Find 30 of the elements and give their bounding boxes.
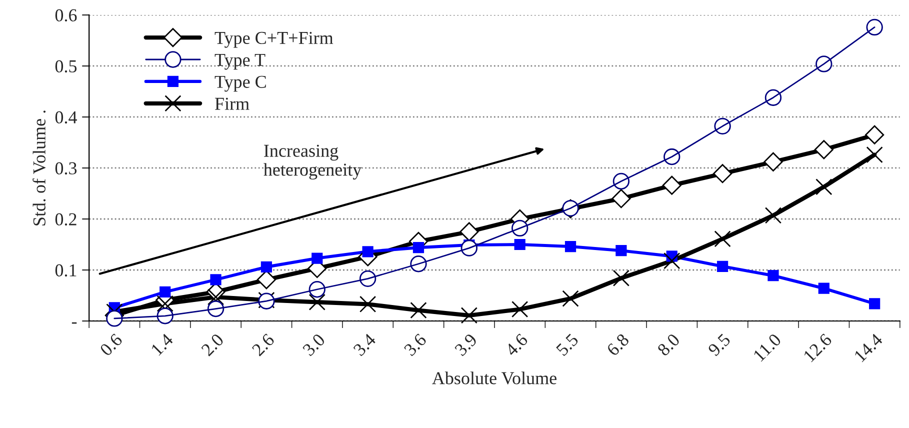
legend-label: Type C xyxy=(214,76,266,92)
x-tick-label: 3.9 xyxy=(454,333,478,356)
x-tick-label: 14.4 xyxy=(854,332,884,362)
y-tick-label: 0.3 xyxy=(55,162,77,175)
y-tick-label: - xyxy=(72,322,77,324)
annotation: Increasing heterogeneity xyxy=(264,144,362,180)
y-tick-label: 0.4 xyxy=(55,111,77,124)
y-tick-label: 0.6 xyxy=(55,9,77,22)
y-tick-label: 0.1 xyxy=(55,264,76,277)
x-tick-label: 3.6 xyxy=(404,332,428,356)
x-tick-label: 3.0 xyxy=(302,332,326,356)
x-tick-label: 12.6 xyxy=(803,332,833,362)
y-axis-title: Std. of Volume . xyxy=(32,110,46,226)
x-tick-label: 2.0 xyxy=(200,332,224,357)
x-tick-label: 4.6 xyxy=(504,332,528,357)
x-tick-label: 1.4 xyxy=(150,332,174,356)
x-tick-label: 8.0 xyxy=(656,332,680,357)
x-tick-label: 5.5 xyxy=(556,333,580,356)
x-tick-label: 11.0 xyxy=(752,332,782,362)
y-tick-label: 0.2 xyxy=(55,213,76,226)
x-tick-label: 3.4 xyxy=(352,332,377,356)
x-tick-label: 9.5 xyxy=(707,333,732,357)
y-tick-label: 0.5 xyxy=(55,60,77,73)
x-tick-label: 6.8 xyxy=(606,332,630,357)
legend-label: Type C+T+Firm xyxy=(214,32,334,48)
x-axis-title: Absolute Volume xyxy=(432,372,556,384)
x-tick-label: 2.6 xyxy=(251,332,276,357)
legend-label: Type T xyxy=(214,54,266,70)
x-tick-label: 0.6 xyxy=(99,332,124,357)
legend-label: Firm xyxy=(215,98,250,110)
